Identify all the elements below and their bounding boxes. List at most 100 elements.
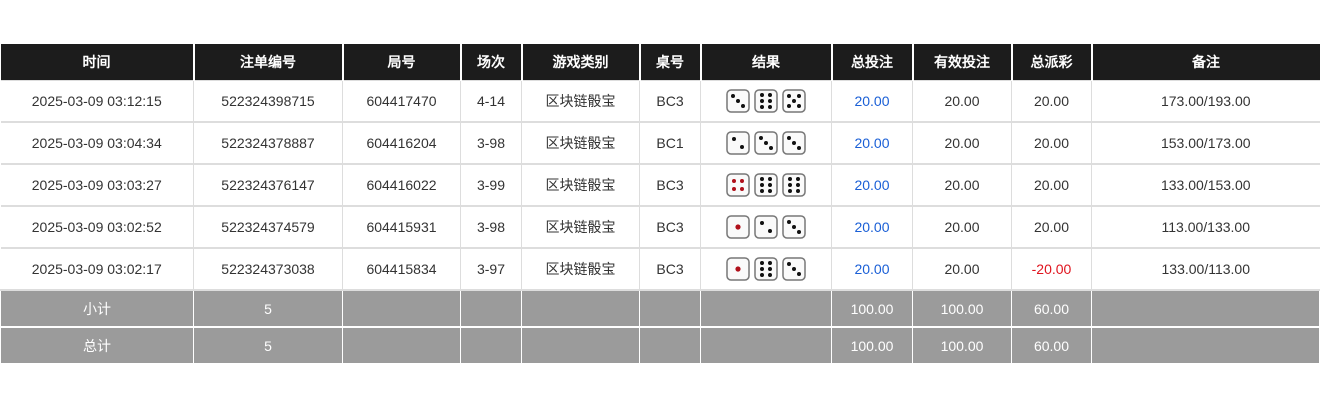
total-row: 总计 5 100.00 100.00 60.00 (0, 326, 1320, 365)
time: 2025-03-09 03:02:17 (0, 247, 194, 291)
payout: 20.00 (1011, 80, 1092, 123)
dice-3-icon (726, 89, 750, 113)
note: 113.00/133.00 (1091, 205, 1320, 249)
dice-6-icon (754, 173, 778, 197)
game-type: 区块链骰宝 (521, 163, 640, 207)
column-header: 结果 (699, 44, 832, 81)
payout: 20.00 (1011, 205, 1092, 249)
payout: 60.00 (1011, 289, 1092, 328)
valid-bet: 100.00 (912, 326, 1012, 365)
payout: 60.00 (1011, 326, 1092, 365)
valid-bet: 20.00 (912, 80, 1012, 123)
table-row: 2025-03-09 03:02:17 522324373038 604415834… (0, 247, 1320, 291)
time: 2025-03-09 03:03:27 (0, 163, 194, 207)
bet-id: 522324398715 (193, 80, 343, 123)
total-bet-link[interactable]: 20.00 (831, 80, 913, 123)
total-bet: 100.00 (831, 326, 913, 365)
round-id: 604417470 (342, 80, 461, 123)
note: 133.00/153.00 (1091, 163, 1320, 207)
table-row: 2025-03-09 03:04:34 522324378887 604416204… (0, 121, 1320, 165)
dice-1-icon (726, 215, 750, 239)
column-header: 时间 (0, 44, 194, 81)
round-id: 604415931 (342, 205, 461, 249)
table-row: 2025-03-09 03:02:52 522324374579 604415931… (0, 205, 1320, 249)
total-bet-link[interactable]: 20.00 (831, 205, 913, 249)
result-dice (700, 121, 832, 165)
time: 2025-03-09 03:12:15 (0, 80, 194, 123)
note: 133.00/113.00 (1091, 247, 1320, 291)
round-id: 604416204 (342, 121, 461, 165)
valid-bet: 20.00 (912, 121, 1012, 165)
session: 3-98 (460, 205, 522, 249)
bet-id: 522324376147 (193, 163, 343, 207)
dice-6-icon (754, 257, 778, 281)
result-dice (700, 80, 832, 123)
column-header: 总投注 (830, 44, 913, 81)
valid-bet: 20.00 (912, 163, 1012, 207)
game-type: 区块链骰宝 (521, 247, 640, 291)
bet-id: 522324374579 (193, 205, 343, 249)
column-header: 场次 (459, 44, 522, 81)
table-row: 2025-03-09 03:03:27 522324376147 604416022… (0, 163, 1320, 207)
dice-5-icon (782, 89, 806, 113)
payout: 20.00 (1011, 163, 1092, 207)
dice-1-icon (726, 257, 750, 281)
dice-2-icon (726, 131, 750, 155)
session: 4-14 (460, 80, 522, 123)
session: 3-97 (460, 247, 522, 291)
column-header: 备注 (1090, 44, 1320, 81)
bet-id: 522324378887 (193, 121, 343, 165)
count: 5 (193, 289, 343, 328)
dice-6-icon (754, 89, 778, 113)
result-dice (700, 163, 832, 207)
table-no: BC3 (639, 205, 701, 249)
session: 3-99 (460, 163, 522, 207)
game-type: 区块链骰宝 (521, 205, 640, 249)
table-header: 时间 注单编号 局号 场次 游戏类别 桌号 结果 总投注 有效投注 总派彩 备注 (0, 44, 1320, 81)
table-no: BC3 (639, 80, 701, 123)
total-bet-link[interactable]: 20.00 (831, 121, 913, 165)
payout: -20.00 (1011, 247, 1092, 291)
dice-6-icon (782, 173, 806, 197)
result-dice (700, 247, 832, 291)
label: 小计 (0, 289, 194, 328)
valid-bet: 20.00 (912, 205, 1012, 249)
valid-bet: 20.00 (912, 247, 1012, 291)
game-type: 区块链骰宝 (521, 80, 640, 123)
column-header: 局号 (341, 44, 461, 81)
dice-3-icon (782, 257, 806, 281)
note: 173.00/193.00 (1091, 80, 1320, 123)
session: 3-98 (460, 121, 522, 165)
bet-id: 522324373038 (193, 247, 343, 291)
total-bet: 100.00 (831, 289, 913, 328)
round-id: 604416022 (342, 163, 461, 207)
valid-bet: 100.00 (912, 289, 1012, 328)
column-header: 注单编号 (192, 44, 343, 81)
round-id: 604415834 (342, 247, 461, 291)
total-bet-link[interactable]: 20.00 (831, 163, 913, 207)
dice-4-icon (726, 173, 750, 197)
note: 153.00/173.00 (1091, 121, 1320, 165)
column-header: 游戏类别 (520, 44, 640, 81)
dice-3-icon (754, 131, 778, 155)
count: 5 (193, 326, 343, 365)
result-dice (700, 205, 832, 249)
time: 2025-03-09 03:04:34 (0, 121, 194, 165)
total-bet-link[interactable]: 20.00 (831, 247, 913, 291)
payout: 20.00 (1011, 121, 1092, 165)
time: 2025-03-09 03:02:52 (0, 205, 194, 249)
column-header: 有效投注 (911, 44, 1012, 81)
table-no: BC3 (639, 247, 701, 291)
table-row: 2025-03-09 03:12:15 522324398715 604417470… (0, 80, 1320, 123)
table-no: BC1 (639, 121, 701, 165)
label: 总计 (0, 326, 194, 365)
subtotal-row: 小计 5 100.00 100.00 60.00 (0, 289, 1320, 328)
column-header: 桌号 (638, 44, 701, 81)
dice-3-icon (782, 215, 806, 239)
game-type: 区块链骰宝 (521, 121, 640, 165)
column-header: 总派彩 (1010, 44, 1092, 81)
dice-3-icon (782, 131, 806, 155)
bet-records-table: 时间 注单编号 局号 场次 游戏类别 桌号 结果 总投注 有效投注 总派彩 备注 2025-03-0… (0, 44, 1320, 365)
dice-2-icon (754, 215, 778, 239)
table-no: BC3 (639, 163, 701, 207)
